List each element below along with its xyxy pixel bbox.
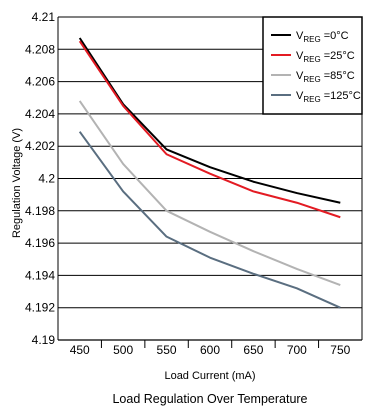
series-line-3	[78, 131, 341, 309]
y-tick-label: 4.196	[25, 236, 55, 250]
series-layer	[78, 37, 341, 309]
x-axis-label: Load Current (mA)	[164, 370, 255, 382]
x-tick-label: 650	[243, 343, 263, 357]
legend-box	[262, 16, 363, 115]
legend-label-1: VREG =25°C	[296, 50, 355, 64]
y-tick-label: 4.21	[32, 10, 56, 24]
x-tick-label: 450	[70, 343, 90, 357]
legend-label-3: VREG =125°C	[296, 90, 361, 104]
y-tick-label: 4.208	[25, 42, 55, 56]
series-line-2	[78, 100, 341, 287]
series-line-1	[78, 40, 341, 219]
x-tick-label: 600	[200, 343, 220, 357]
legend-label-2: VREG =85°C	[296, 70, 355, 84]
x-tick-label: 550	[157, 343, 177, 357]
x-tick-label: 700	[287, 343, 307, 357]
x-tick-label: 750	[330, 343, 350, 357]
y-tick-label: 4.194	[25, 268, 55, 282]
y-tick-label: 4.206	[25, 75, 55, 89]
tick-labels: 4.21 4.208 4.206 4.204 4.202 4.2 4.198 4.196 4.1…	[25, 10, 351, 357]
x-tick-label: 500	[113, 343, 133, 357]
y-tick-label: 4.2	[38, 172, 55, 186]
y-tick-label: 4.192	[25, 301, 55, 315]
y-tick-label: 4.198	[25, 204, 55, 218]
legend-label-0: VREG =0°C	[296, 30, 349, 44]
chart-caption: Load Regulation Over Temperature	[112, 392, 307, 406]
y-tick-label: 4.202	[25, 139, 55, 153]
y-tick-label: 4.19	[32, 333, 56, 347]
y-axis-label: Regulation Voltage (V)	[11, 128, 23, 238]
legend: VREG =0°C VREG =25°C VREG =85°C VREG =125°C	[262, 16, 363, 115]
y-tick-label: 4.204	[25, 107, 55, 121]
